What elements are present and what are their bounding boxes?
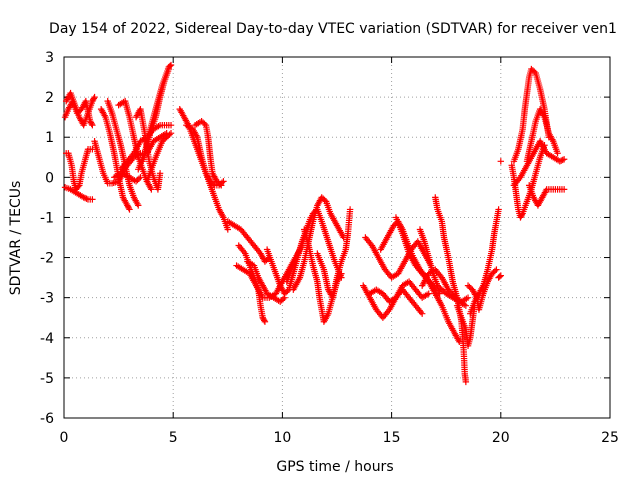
data-point <box>148 186 155 193</box>
data-point <box>518 211 526 218</box>
data-point <box>559 156 566 164</box>
data-point <box>284 287 291 295</box>
data-point <box>531 68 538 75</box>
y-tick-label: 0 <box>45 170 54 186</box>
data-point <box>491 267 499 275</box>
grid <box>64 57 610 418</box>
x-tick-label: 0 <box>60 430 69 446</box>
data-point <box>166 131 173 138</box>
data-point <box>89 196 96 203</box>
data-point <box>321 196 328 204</box>
data-point <box>218 182 225 189</box>
data-point <box>464 294 472 301</box>
data-point <box>279 295 287 303</box>
x-tick-label: 25 <box>601 430 619 446</box>
data-point <box>81 194 89 202</box>
y-tick-label: -4 <box>40 331 54 347</box>
data-point <box>220 178 227 185</box>
data-point <box>135 175 143 182</box>
data-point <box>126 206 133 213</box>
data-point <box>216 180 223 188</box>
data-point <box>135 202 142 209</box>
x-tick-label: 20 <box>492 430 510 446</box>
data-point <box>425 290 432 297</box>
data-point <box>125 204 132 212</box>
y-tick-label: 2 <box>45 90 54 106</box>
data-point <box>167 121 175 129</box>
x-axis-label: GPS time / hours <box>276 459 393 475</box>
data-point <box>346 206 354 213</box>
data-point <box>261 317 268 324</box>
data-point <box>462 302 470 309</box>
data-point <box>261 318 269 325</box>
data-point <box>456 338 463 345</box>
data-point <box>167 61 175 69</box>
data-point <box>224 226 231 233</box>
data-point <box>497 158 504 165</box>
y-tick-label: -6 <box>40 411 54 427</box>
data-point <box>560 156 568 163</box>
data-point <box>80 194 87 201</box>
data-point <box>201 120 208 128</box>
data-point <box>90 95 98 102</box>
chart-title: Day 154 of 2022, Sidereal Day-to-day VTE… <box>49 21 617 37</box>
y-tick-label: -5 <box>40 371 54 387</box>
data-point <box>156 170 164 177</box>
y-tick-label: 1 <box>45 130 54 146</box>
data-point <box>462 378 470 386</box>
data-point <box>560 186 568 193</box>
y-tick-label: 3 <box>45 50 54 66</box>
data-point <box>167 130 175 137</box>
data-point <box>496 273 503 280</box>
y-tick-label: -1 <box>40 210 54 226</box>
x-tick-label: 5 <box>169 430 178 446</box>
y-tick-label: -3 <box>40 291 54 307</box>
data-point <box>74 183 82 190</box>
data-point <box>210 180 217 188</box>
data-point <box>495 206 502 213</box>
data-point <box>497 272 504 279</box>
plot-frame <box>63 56 611 419</box>
x-tick-label: 15 <box>383 430 401 446</box>
data-point <box>493 266 500 273</box>
data-point <box>166 62 174 70</box>
y-tick-label: -2 <box>40 251 54 267</box>
data-point <box>83 195 90 202</box>
data-point <box>418 310 426 317</box>
data-point <box>165 65 173 73</box>
data-point <box>88 120 95 128</box>
data-point <box>89 121 96 129</box>
x-tick-label: 10 <box>273 430 291 446</box>
y-axis-label: SDTVAR / TECUs <box>8 181 24 296</box>
data-point <box>556 158 563 165</box>
data-point <box>558 157 565 164</box>
data-point <box>91 93 98 101</box>
data-point <box>554 150 561 157</box>
data-marks <box>61 61 568 386</box>
ticks: 0 5 10 15 20 25 -6 -5 -4 -3 -2 -1 0 1 2 3 <box>40 50 619 446</box>
